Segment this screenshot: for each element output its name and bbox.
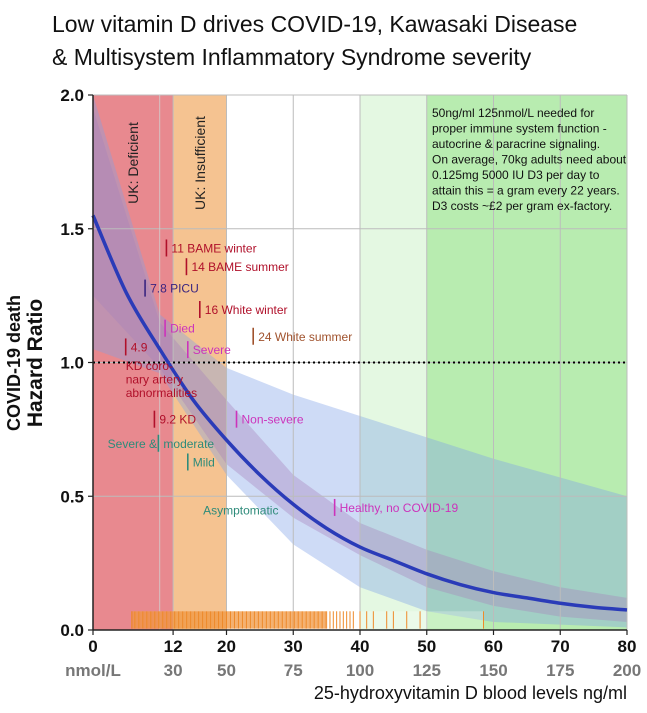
y-tick-label: 1.5	[60, 220, 84, 239]
nmol-tick-label: 100	[346, 661, 374, 680]
x-tick-label: 40	[351, 637, 370, 656]
x-tick-label: 20	[217, 637, 236, 656]
annotation-label-7: 4.9	[131, 340, 148, 354]
nmol-unit-label: nmol/L	[65, 661, 121, 680]
x-tick-label: 70	[551, 637, 570, 656]
info-note-line-6: D3 costs ~£2 per gram ex-factory.	[432, 199, 612, 213]
x-tick-label: 0	[88, 637, 97, 656]
y-tick-label: 1.0	[60, 354, 84, 373]
annotation-label-0: 11 BAME winter	[171, 241, 256, 255]
annotation-label-9: Non-severe	[242, 413, 304, 427]
hazard-ratio-curve-0	[91, 214, 628, 612]
annotation-label-12: Healthy, no COVID-19	[340, 501, 459, 515]
info-note-line-2: autocrine & paracrine signaling.	[432, 137, 600, 151]
nmol-tick-label: 50	[217, 661, 236, 680]
x-axis-title: 25-hydroxyvitamin D blood levels ng/ml	[314, 683, 627, 703]
annotation-label-11: Mild	[193, 455, 215, 469]
annotation-text-2: abnormalities	[126, 386, 197, 400]
info-note-line-1: proper immune system function -	[432, 122, 607, 136]
info-note-line-5: attain this = a gram every 22 years.	[432, 184, 620, 198]
nmol-tick-label: 125	[413, 661, 441, 680]
annotation-text-1: nary artery	[126, 373, 183, 387]
y-axis-title-line-1: COVID-19 death	[4, 295, 24, 431]
x-tick-label: 60	[484, 637, 503, 656]
nmol-tick-label: 150	[479, 661, 507, 680]
y-tick-label: 0.5	[60, 487, 84, 506]
annotation-text-0: KD coro-	[126, 359, 173, 373]
chart-title: Low vitamin D drives COVID-19, Kawasaki …	[52, 8, 642, 74]
zone-label-0: UK: Deficient	[125, 122, 141, 204]
info-note-line-0: 50ng/ml 125nmol/L needed for	[432, 106, 594, 120]
annotation-text-4: Asymptomatic	[203, 504, 278, 518]
info-note-line-4: 0.125mg 5000 IU D3 per day to	[432, 168, 600, 182]
nmol-tick-label: 175	[546, 661, 574, 680]
annotation-label-3: 16 White winter	[205, 303, 288, 317]
x-tick-label: 50	[417, 637, 436, 656]
x-tick-label: 80	[618, 637, 637, 656]
annotation-label-4: 24 White summer	[258, 330, 352, 344]
info-note-line-3: On average, 70kg adults need about	[432, 153, 627, 167]
nmol-tick-label: 75	[284, 661, 303, 680]
annotation-label-1: 14 BAME summer	[191, 260, 288, 274]
y-axis-title-line-2: Hazard Ratio	[24, 299, 47, 427]
nmol-tick-label: 30	[164, 661, 183, 680]
y-tick-label: 2.0	[60, 86, 84, 105]
annotation-label-8: 9.2 KD	[159, 413, 196, 427]
y-tick-label: 0.0	[60, 621, 84, 640]
annotation-label-2: 7.8 PICU	[150, 282, 199, 296]
annotation-label-5: Died	[170, 322, 195, 336]
title-line-2: & Multisystem Inflammatory Syndrome seve…	[52, 44, 532, 70]
x-tick-label: 12	[164, 637, 183, 656]
annotation-text-3: Severe &	[108, 437, 157, 451]
zone-label-1: UK: Insufficient	[192, 116, 208, 210]
nmol-tick-label: 200	[613, 661, 641, 680]
x-tick-label: 30	[284, 637, 303, 656]
annotation-label-10: moderate	[163, 437, 214, 451]
title-line-1: Low vitamin D drives COVID-19, Kawasaki …	[52, 11, 578, 37]
annotation-label-6: Severe	[193, 343, 231, 357]
